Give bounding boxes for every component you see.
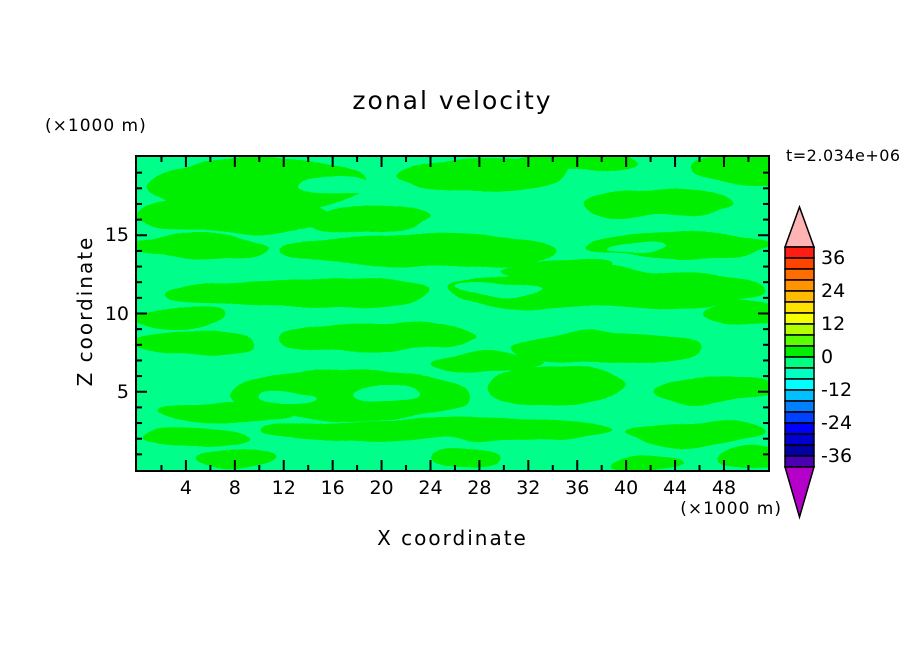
colorbar-band (784, 246, 815, 259)
x-tick-label: 16 (320, 477, 345, 499)
contour-streak (655, 374, 775, 402)
contour-field (127, 152, 807, 472)
colorbar-tick-label: -24 (821, 412, 853, 434)
colorbar-tick-label: 24 (821, 280, 846, 302)
colorbar-band (784, 444, 815, 457)
y-axis-units-label: (×1000 m) (45, 116, 147, 136)
colorbar-band (784, 378, 815, 391)
x-tick-label: 36 (565, 477, 590, 499)
contour-streak (625, 422, 765, 444)
contour-hole (259, 391, 315, 403)
x-tick-label: 28 (467, 477, 492, 499)
colorbar-band (784, 279, 815, 292)
colorbar (783, 204, 816, 520)
contour-streak (157, 401, 297, 425)
contour-hole (607, 243, 667, 255)
contour-streak (487, 368, 627, 404)
x-tick-label: 44 (662, 477, 688, 499)
contour-hole (452, 281, 542, 295)
contour-streak (277, 235, 557, 267)
axis-ticks (137, 157, 768, 470)
x-tick-label: 4 (179, 477, 192, 499)
colorbar-band (784, 433, 815, 446)
contour-holes (259, 179, 667, 403)
y-tick-label: 10 (104, 302, 129, 325)
y-axis-label: Z coordinate (73, 235, 97, 387)
x-axis-units-label: (×1000 m) (680, 499, 782, 519)
colorbar-band (784, 389, 815, 402)
contour-streak (262, 418, 612, 442)
y-tick-label: 5 (116, 380, 129, 403)
contour-streak (132, 307, 222, 327)
colorbar-band (784, 400, 815, 413)
colorbar-over-arrow (783, 204, 816, 248)
contour-streak (192, 451, 272, 469)
contour-streak (167, 277, 427, 309)
x-tick-label: 12 (271, 477, 296, 499)
colorbar-band (784, 290, 815, 303)
colorbar-band (784, 345, 815, 358)
contour-streak (127, 234, 267, 260)
colorbar-tick-label: -12 (821, 379, 853, 401)
x-tick-label: 24 (418, 477, 443, 499)
y-tick-label: 15 (104, 224, 129, 247)
colorbar-tick-label: 0 (821, 346, 834, 368)
contour-streak (307, 207, 427, 231)
contour-hole (297, 179, 377, 195)
colorbar-band (784, 422, 815, 435)
contour-streak (142, 429, 252, 447)
colorbar-band (784, 268, 815, 281)
contour-streak (510, 331, 700, 365)
contour-streak (445, 270, 765, 310)
plot-area (127, 152, 807, 472)
contour-streak (612, 454, 682, 472)
colorbar-band (784, 301, 815, 314)
contour-streak (132, 329, 252, 357)
contour-streak (703, 301, 787, 325)
x-tick-label: 40 (614, 477, 639, 499)
time-annotation: t=2.034e+06 s (786, 146, 904, 165)
colorbar-tick-label: -36 (821, 445, 853, 467)
contour-hole (352, 385, 422, 401)
colorbar-under-arrow (784, 466, 815, 520)
colorbar-band (784, 312, 815, 325)
colorbar-band (784, 257, 815, 270)
contour-streak (137, 196, 327, 232)
colorbar-band (784, 323, 815, 336)
colorbar-band (784, 367, 815, 380)
colorbar-tick-label: 36 (821, 247, 846, 269)
colorbar-band (784, 411, 815, 424)
contour-streaks (127, 152, 807, 472)
x-tick-label: 48 (711, 477, 737, 499)
contour-streak (277, 323, 477, 353)
x-tick-label: 20 (369, 477, 394, 499)
contour-streak (429, 353, 545, 373)
colorbar-tick-label: 12 (821, 313, 846, 335)
colorbar-band (784, 334, 815, 347)
contour-streak (432, 448, 502, 468)
x-axis-label: X coordinate (377, 526, 528, 550)
contour-streak (582, 189, 732, 217)
x-tick-label: 32 (516, 477, 541, 499)
colorbar-band (784, 455, 815, 468)
contour-streak (232, 371, 472, 419)
x-tick-label: 8 (228, 477, 241, 499)
plot-title: zonal velocity (352, 86, 553, 115)
colorbar-band (784, 356, 815, 369)
